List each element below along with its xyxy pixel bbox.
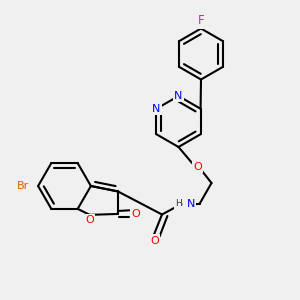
- Text: O: O: [150, 236, 159, 246]
- Text: F: F: [198, 14, 204, 28]
- Text: N: N: [187, 199, 195, 209]
- Text: Br: Br: [17, 181, 29, 191]
- Text: O: O: [193, 161, 202, 172]
- Text: O: O: [131, 209, 140, 219]
- Text: O: O: [85, 215, 94, 225]
- Text: H: H: [175, 200, 182, 208]
- Text: N: N: [152, 104, 160, 114]
- Text: N: N: [174, 91, 183, 101]
